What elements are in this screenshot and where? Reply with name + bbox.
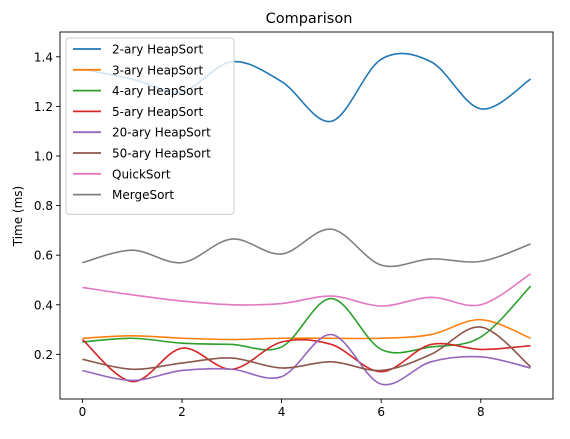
legend-label: QuickSort	[112, 167, 171, 181]
series-line-4	[81, 338, 531, 383]
axes: 0 2 4 6 8 0.2 0.4 0.6 0.8 1.0 1.2 1.4	[34, 31, 554, 419]
legend-label: 20-ary HeapSort	[112, 126, 211, 140]
legend-label: 50-ary HeapSort	[112, 147, 211, 161]
y-tick-label: 1.4	[34, 50, 53, 64]
y-tick-label: 0.2	[34, 348, 53, 362]
series-line-3	[82, 285, 532, 354]
series-line-2	[82, 318, 531, 341]
legend-label: 5-ary HeapSort	[112, 105, 203, 119]
x-tick-label: 8	[477, 405, 485, 419]
y-tick-label: 0.6	[34, 249, 53, 263]
y-tick-label: 0.8	[34, 199, 53, 213]
legend-label: 2-ary HeapSort	[112, 43, 203, 57]
x-tick-label: 2	[178, 405, 186, 419]
series-line-7	[82, 273, 532, 307]
x-tick-label: 0	[79, 405, 87, 419]
legend-label: 4-ary HeapSort	[112, 84, 203, 98]
legend-label: MergeSort	[112, 188, 174, 202]
legend: 2-ary HeapSort 3-ary HeapSort 4-ary HeapSo…	[65, 37, 235, 215]
plot-area	[81, 52, 532, 386]
series-line-6	[82, 326, 532, 372]
x-tick-label: 6	[377, 405, 385, 419]
axes-frame	[59, 31, 554, 400]
y-tick-label: 1.2	[34, 100, 53, 114]
chart-title: Comparison	[266, 11, 353, 27]
legend-box	[65, 37, 235, 215]
series-line-8	[82, 228, 531, 268]
y-tick-label: 0.4	[34, 298, 53, 312]
y-tick-label: 1.0	[34, 149, 53, 163]
y-axis-label: Time (ms)	[11, 186, 25, 248]
legend-label: 3-ary HeapSort	[112, 63, 203, 77]
series-line-5	[82, 333, 531, 386]
x-tick-label: 4	[278, 405, 286, 419]
